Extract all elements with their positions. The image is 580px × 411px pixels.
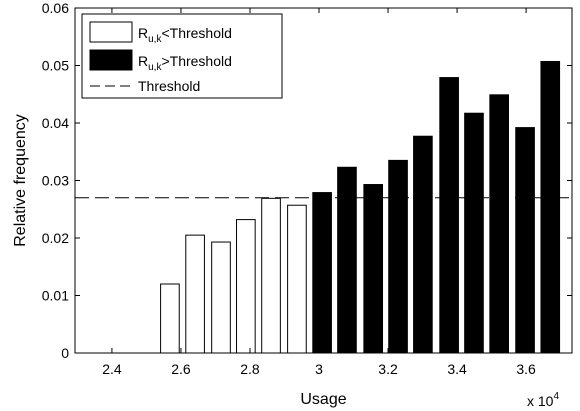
x-tick-label: 2.8 (240, 361, 260, 377)
bar (337, 166, 357, 354)
legend-label-main: R (138, 53, 148, 69)
x-tick-label: 2.4 (102, 361, 122, 377)
legend-label-sub: u,k (148, 62, 162, 73)
x-exponent: x 104 (527, 391, 559, 409)
legend-label-sub: u,k (148, 34, 162, 45)
y-axis-label: Relative frequency (12, 114, 29, 247)
y-tick-label: 0.04 (42, 115, 69, 131)
bar (287, 204, 307, 354)
x-tick-label: 3.2 (378, 361, 398, 377)
x-tick-label: 3.4 (447, 361, 467, 377)
bar (185, 234, 205, 354)
bar (515, 127, 535, 354)
bar (388, 159, 408, 354)
x-exponent-base: x 10 (527, 393, 554, 409)
bar (160, 283, 180, 354)
legend-label-rest: <Threshold (161, 25, 231, 41)
bar (439, 77, 459, 354)
bar (464, 112, 484, 354)
y-tick-label: 0.03 (42, 173, 69, 189)
bar (413, 135, 433, 354)
x-tick-label: 3.6 (516, 361, 536, 377)
legend-swatch (89, 21, 133, 43)
legend-label-rest: >Threshold (161, 53, 231, 69)
y-tick-label: 0 (61, 345, 69, 361)
legend-label-main: R (138, 25, 148, 41)
bar (312, 192, 332, 354)
y-tick-label: 0.05 (42, 58, 69, 74)
legend-swatch (89, 49, 133, 71)
y-tick-label: 0.01 (42, 288, 69, 304)
x-tick-label: 3 (315, 361, 323, 377)
y-tick-label: 0.06 (42, 0, 69, 16)
bar (261, 197, 281, 354)
bar (211, 241, 231, 354)
x-exponent-power: 4 (553, 391, 559, 402)
bar (363, 184, 384, 354)
x-tick-label: 2.6 (171, 361, 191, 377)
legend-label: Threshold (138, 78, 200, 94)
bar (236, 219, 256, 354)
legend-label: Ru,k<Threshold (138, 25, 232, 45)
bar (489, 94, 509, 354)
bar (540, 60, 561, 354)
y-tick-label: 0.02 (42, 230, 69, 246)
legend-label: Ru,k>Threshold (138, 53, 232, 73)
x-axis-label: Usage (300, 391, 346, 408)
